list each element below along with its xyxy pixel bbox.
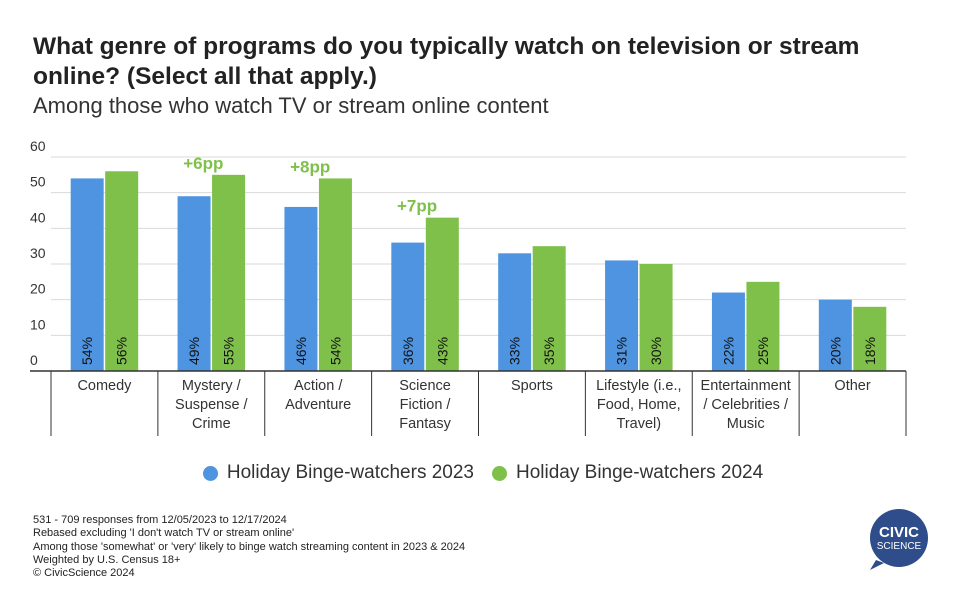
x-tick-label: Sports — [511, 378, 553, 394]
legend-item-2023: Holiday Binge-watchers 2023 — [202, 462, 474, 484]
footnote-line: Among those 'somewhat' or 'very' likely … — [33, 540, 466, 553]
data-label: 56% — [114, 337, 130, 365]
data-label: 18% — [862, 337, 878, 365]
change-annotation: +7pp — [397, 197, 437, 216]
x-tick-label: Mystery / Suspense / Crime — [175, 378, 249, 432]
bar-2024 — [105, 171, 139, 371]
x-tick-label: Other — [834, 378, 870, 394]
bar-2023 — [711, 292, 745, 371]
chart-subtitle: Among those who watch TV or stream onlin… — [33, 93, 549, 118]
legend-swatch-2024 — [492, 465, 507, 481]
logo-text-civic: CIVIC — [879, 524, 919, 541]
data-label: 20% — [827, 337, 843, 365]
bar-2023 — [605, 260, 639, 371]
x-tick-label: Science Fiction / Fantasy — [399, 378, 451, 432]
data-label: 54% — [327, 337, 343, 365]
y-tick-label: 10 — [30, 316, 46, 332]
logo-text-science: SCIENCE — [877, 541, 922, 552]
y-tick-label: 20 — [30, 281, 46, 297]
data-label: 55% — [221, 337, 237, 365]
bar-2024 — [318, 178, 352, 371]
footnote-line: 531 - 709 responses from 12/05/2023 to 1… — [33, 514, 287, 526]
legend-label-2023: Holiday Binge-watchers 2023 — [226, 462, 474, 483]
data-label: 22% — [720, 337, 736, 365]
footnote-line: Weighted by U.S. Census 18+ — [33, 553, 181, 566]
bar-2024 — [532, 246, 566, 371]
chart-title: What genre of programs do you typically … — [33, 33, 860, 90]
bar-2023 — [498, 253, 532, 371]
change-annotation: +8pp — [290, 157, 330, 176]
data-label: 49% — [186, 337, 202, 365]
bar-2024 — [746, 281, 780, 371]
y-tick-label: 40 — [30, 209, 46, 225]
data-label: 33% — [507, 337, 523, 365]
y-tick-label: 60 — [30, 138, 46, 154]
bar-2023 — [284, 206, 318, 371]
data-label: 43% — [434, 337, 450, 365]
x-tick-label: Lifestyle (i.e., Food, Home, Travel) — [596, 378, 681, 432]
data-label: 46% — [293, 337, 309, 365]
civicscience-logo: CIVIC SCIENCE — [870, 509, 928, 570]
bar-2024 — [853, 306, 887, 371]
data-label: 36% — [400, 337, 416, 365]
legend-swatch-2023 — [202, 465, 218, 481]
bar-2024 — [639, 264, 673, 371]
y-tick-label: 30 — [30, 245, 46, 261]
bar-2024 — [212, 174, 246, 371]
data-label: 31% — [614, 337, 630, 365]
data-label: 54% — [79, 337, 95, 365]
bar-2024 — [425, 217, 459, 371]
bar-chart: 0 10 20 30 40 50 60 54% 56% 49% 55% 46% 54% 36% 43% 33%… — [30, 138, 907, 436]
x-tick-label: Comedy — [77, 378, 132, 394]
footnote-line: Rebased excluding 'I don't watch TV or s… — [33, 527, 295, 540]
legend-label-2024: Holiday Binge-watchers 2024 — [516, 462, 764, 483]
footnotes: 531 - 709 responses from 12/05/2023 to 1… — [33, 514, 465, 580]
data-label: 25% — [755, 337, 771, 365]
bar-2023 — [818, 299, 852, 371]
data-label: 30% — [648, 337, 664, 365]
change-annotation: +6pp — [183, 154, 223, 173]
footnote-line: © CivicScience 2024 — [33, 567, 135, 580]
y-tick-label: 50 — [30, 174, 46, 190]
y-tick-label: 0 — [30, 352, 38, 368]
legend-item-2024: Holiday Binge-watchers 2024 — [492, 462, 763, 484]
chart-legend: Holiday Binge-watchers 2023 Holiday Bing… — [0, 462, 966, 484]
x-tick-label: Entertainment / Celebrities / Music — [701, 378, 791, 432]
x-tick-label: Action / Adventure — [285, 378, 351, 413]
bar-2023 — [70, 178, 104, 371]
data-label: 35% — [541, 337, 557, 365]
bar-2023 — [391, 242, 425, 371]
bar-2023 — [177, 196, 211, 371]
